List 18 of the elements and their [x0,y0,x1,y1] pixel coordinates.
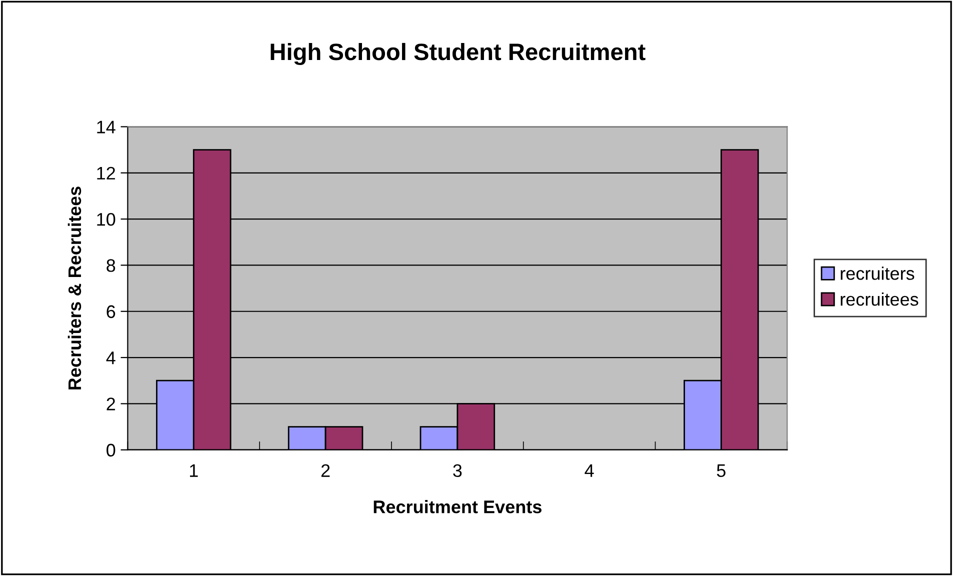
y-tick-label: 0 [106,444,116,457]
x-axis-title: Recruitment Events [374,500,542,514]
chart-title: High School Student Recruitment [270,42,646,66]
y-tick-label: 12 [97,166,115,180]
y-axis-title: Recruiters & Recruitees [68,186,82,390]
y-tick-label: 10 [97,212,116,226]
x-tick-label: 4 [584,464,594,477]
x-tick-label: 5 [716,464,726,478]
y-tick-label: 6 [106,305,116,318]
y-tick-label: 14 [97,120,116,134]
y-tick-label: 8 [106,259,116,272]
y-tick-label: 4 [106,352,116,364]
y-tick-label: 2 [106,398,115,410]
x-tick-label: 3 [453,464,462,478]
legend-label: recruitees [840,292,918,306]
legend-label: recruiters [840,266,914,280]
x-tick-label: 1 [190,464,198,477]
x-tick-label: 2 [321,464,330,477]
